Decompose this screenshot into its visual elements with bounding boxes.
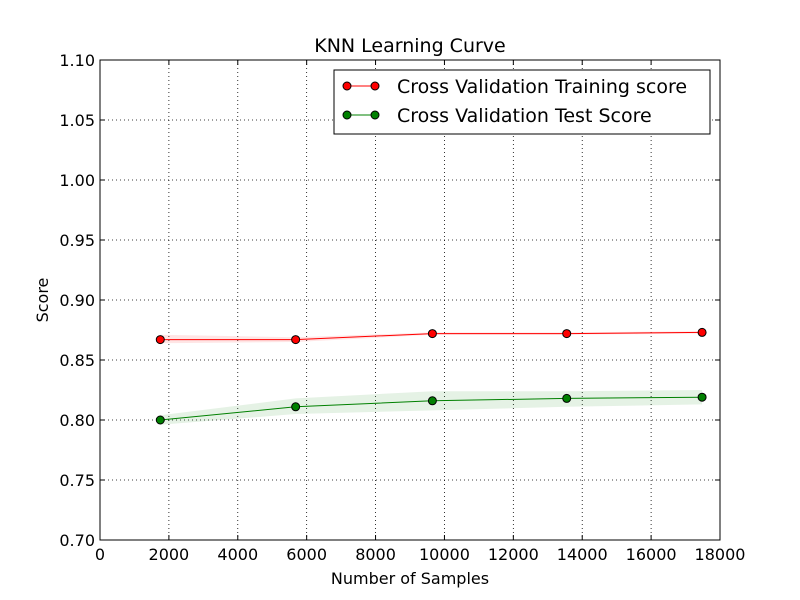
y-tick-label: 0.75 [59, 471, 95, 490]
chart-title: KNN Learning Curve [314, 35, 506, 57]
y-tick-label: 0.70 [59, 531, 95, 550]
x-tick-label: 2000 [149, 545, 190, 564]
x-axis-ticks: 0 2000 4000 6000 8000 10000 12000 14000 16000 180… [95, 60, 746, 564]
series-1-point [562, 393, 572, 403]
y-tick-label: 1.00 [59, 171, 95, 190]
y-tick-label: 1.05 [59, 111, 95, 130]
legend-marker [342, 81, 352, 91]
series-1-point [155, 415, 165, 425]
legend-box [333, 69, 711, 135]
legend-marker [370, 81, 380, 91]
y-axis-label: Score [33, 278, 52, 323]
series-0-point [697, 327, 707, 337]
x-tick-label: 18000 [695, 545, 746, 564]
y-tick-label: 0.85 [59, 351, 95, 370]
y-tick-label: 0.90 [59, 291, 95, 310]
legend: Cross Validation Training score Cross Val… [333, 69, 711, 135]
series-0-point [155, 335, 165, 345]
legend-marker [342, 110, 352, 120]
series-0-point [427, 329, 437, 339]
y-tick-label: 1.10 [59, 51, 95, 70]
x-tick-label: 12000 [488, 545, 539, 564]
series-0-point [291, 335, 301, 345]
confidence-bands [160, 331, 703, 425]
x-axis-label: Number of Samples [331, 569, 489, 588]
x-tick-label: 10000 [419, 545, 470, 564]
x-tick-label: 8000 [355, 545, 396, 564]
x-tick-label: 16000 [626, 545, 677, 564]
series-0-point [562, 329, 572, 339]
series-1-band [160, 390, 703, 425]
series-1-point [427, 396, 437, 406]
series-points [155, 327, 707, 425]
x-tick-label: 4000 [217, 545, 258, 564]
legend-label: Cross Validation Training score [397, 76, 687, 98]
x-tick-label: 6000 [286, 545, 327, 564]
y-tick-label: 0.80 [59, 411, 95, 430]
series-1-point [697, 392, 707, 402]
legend-marker [370, 110, 380, 120]
y-tick-label: 0.95 [59, 231, 95, 250]
x-tick-label: 14000 [557, 545, 608, 564]
y-axis-ticks: 0.70 0.75 0.80 0.85 0.90 0.95 1.00 1.05 1.10 [59, 51, 720, 550]
x-tick-label: 0 [95, 545, 105, 564]
legend-label: Cross Validation Test Score [397, 105, 652, 127]
series-1-point [291, 402, 301, 412]
